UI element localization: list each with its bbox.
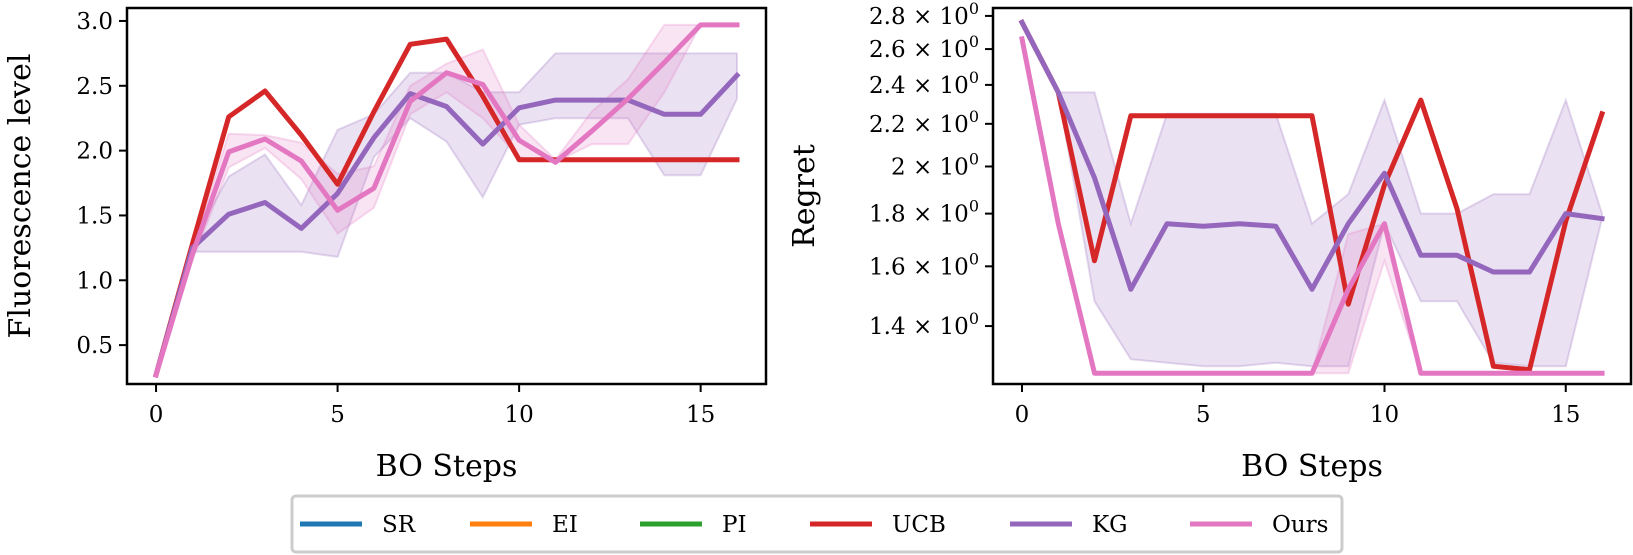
y-tick-exponent: 0 [969,68,979,87]
y-tick-base: 10 [940,112,969,138]
y-tick-label: 2 × 100 [891,149,979,180]
series-line-ours [152,22,740,379]
y-tick-label: 2.6 × 100 [869,32,979,63]
y-tick-label: 1.0 [76,268,113,294]
y-tick-times: × [913,154,940,180]
y-tick-label: 2.0 [76,139,113,165]
y-tick-times: × [913,314,940,340]
x-tick-label: 0 [149,402,164,428]
x-tick-label: 15 [1551,402,1580,428]
legend-label-ours: Ours [1272,512,1328,538]
y-tick-mantissa: 1.6 [869,254,913,280]
y-tick-times: × [913,4,940,30]
series-line-ours [1019,35,1605,376]
y-tick-mantissa: 1.8 [869,202,913,228]
plot-frame [991,6,1633,386]
y-tick-mantissa: 2.8 [869,4,913,30]
series-line-ucb [152,36,740,378]
y-tick-mantissa: 2.4 [869,73,913,99]
x-tick-label: 10 [504,402,533,428]
y-tick-mantissa: 2 [891,154,913,180]
x-axis-label: BO Steps [1241,449,1383,484]
y-tick-label: 1.4 × 100 [869,309,979,340]
y-tick-times: × [913,112,940,138]
y-axis-label: Fluorescence level [3,54,38,339]
y-tick-times: × [913,254,940,280]
y-tick-label: 0.5 [76,333,113,359]
y-tick-times: × [913,73,940,99]
plot-frame [125,6,768,386]
x-tick-label: 10 [1370,402,1399,428]
fluorescence-panel: 0 5 10 15 0.5 1.0 1.5 2.0 2.5 3.0 BO Steps Fluoresc… [3,6,768,484]
x-tick-label: 15 [686,402,715,428]
legend-label-ei: EI [552,512,578,538]
y-tick-label: 2.2 × 100 [869,107,979,138]
x-tick-label: 5 [1196,402,1211,428]
series-line-kg [152,71,741,378]
y-tick-base: 10 [940,154,969,180]
y-tick-exponent: 0 [969,32,979,51]
y-tick-base: 10 [940,4,969,30]
y-tick-label: 2.4 × 100 [869,68,979,99]
y-tick-exponent: 0 [969,149,979,168]
y-tick-base: 10 [940,314,969,340]
y-tick-exponent: 0 [969,249,979,268]
y-tick-mantissa: 2.2 [869,112,913,138]
y-tick-base: 10 [940,202,969,228]
y-tick-label: 3.0 [76,9,113,35]
series-line-kg [1018,19,1605,292]
legend-label-pi: PI [722,512,747,538]
legend-label-sr: SR [382,512,416,538]
y-tick-times: × [913,202,940,228]
y-tick-base: 10 [940,73,969,99]
legend-label-kg: KG [1092,512,1128,538]
x-tick-label: 5 [330,402,345,428]
y-tick-label: 2.8 × 100 [869,0,979,30]
y-tick-label: 1.8 × 100 [869,197,979,228]
y-tick-mantissa: 2.6 [869,37,913,63]
y-tick-mantissa: 1.4 [869,314,913,340]
y-tick-label: 1.5 [76,203,113,229]
y-tick-label: 2.5 [76,74,113,100]
y-tick-exponent: 0 [969,197,979,216]
y-tick-label: 1.6 × 100 [869,249,979,280]
y-tick-exponent: 0 [969,0,979,18]
x-tick-label: 0 [1015,402,1030,428]
y-tick-exponent: 0 [969,309,979,328]
x-axis-label: BO Steps [376,449,518,484]
y-tick-base: 10 [940,254,969,280]
y-tick-times: × [913,37,940,63]
series-line-ucb [1018,19,1606,373]
legend: SR EI PI UCB KG Ours [290,494,1344,554]
y-axis-label: Regret [787,144,822,248]
y-tick-exponent: 0 [969,107,979,126]
legend-label-ucb: UCB [892,512,946,538]
y-tick-base: 10 [940,37,969,63]
